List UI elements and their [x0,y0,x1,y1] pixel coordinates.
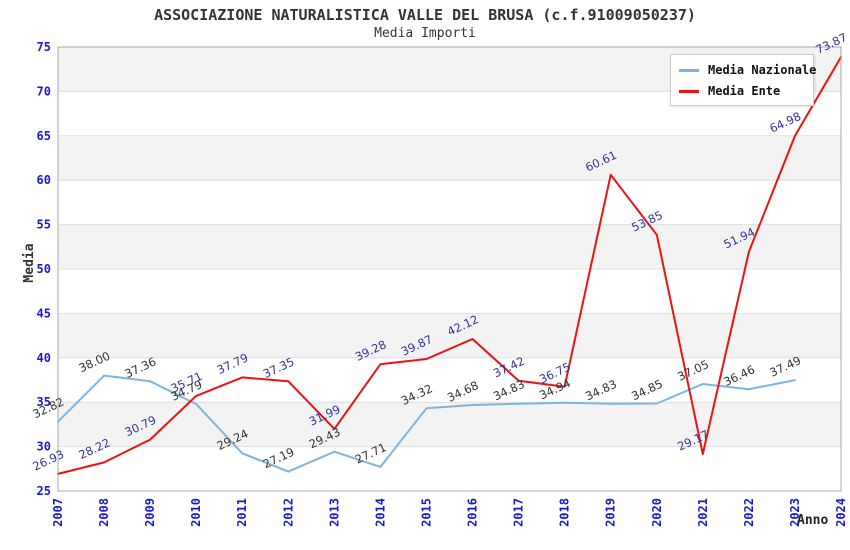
y-tick-label: 35 [37,395,51,409]
x-tick-label: 2011 [235,498,249,527]
plot-band [58,135,841,181]
y-tick-label: 70 [37,84,51,98]
x-tick-label: 2020 [650,498,664,527]
legend-item-media-nazionale: Media Nazionale [679,63,816,77]
x-tick-label: 2022 [742,498,756,527]
x-tick-label: 2009 [143,498,157,527]
x-tick-label: 2014 [373,498,387,527]
legend-swatch-ente [679,89,699,93]
legend: Media Nazionale Media Ente [670,54,816,106]
x-axis-title: Anno [797,513,829,528]
series-line-media-nazionale [57,374,796,473]
plot-band [58,269,841,314]
plot-border [57,46,842,492]
y-tick-label: 30 [37,440,51,454]
y-axis-title: Media [22,243,37,283]
x-tick-label: 2024 [834,498,848,527]
y-tick-label: 50 [37,262,51,276]
x-tick-label: 2010 [189,498,203,527]
y-tick-label: 75 [37,40,51,54]
plot-band [58,224,841,269]
x-tick-label: 2016 [466,498,480,527]
y-tick-label: 45 [37,306,51,320]
x-tick-label: 2017 [512,498,526,527]
plot-band [58,446,841,491]
x-tick-label: 2013 [327,498,341,527]
x-tick-label: 2021 [696,498,710,527]
chart-subtitle: Media Importi [374,26,476,41]
legend-swatch-nazionale [679,68,699,72]
y-tick-label: 25 [37,484,51,498]
x-tick-label: 2012 [281,498,295,527]
plot-band [58,180,841,225]
legend-label-nazionale: Media Nazionale [708,63,817,77]
x-tick-label: 2008 [97,498,111,527]
y-tick-label: 60 [37,173,51,187]
y-tick-label: 65 [37,129,51,143]
plot-band [58,402,841,447]
chart-title: ASSOCIAZIONE NATURALISTICA VALLE DEL BRU… [154,6,696,24]
plot-band [58,357,841,403]
y-tick-label: 40 [37,351,51,365]
legend-item-media-ente: Media Ente [679,84,805,98]
x-tick-label: 2018 [558,498,572,527]
x-tick-label: 2019 [604,498,618,527]
series-line-media-ente [57,56,842,475]
legend-label-ente: Media Ente [708,84,781,98]
x-tick-label: 2015 [419,498,433,527]
x-tick-label: 2007 [51,498,65,527]
x-tick-label: 2023 [788,498,802,527]
y-tick-label: 55 [37,218,51,232]
plot-band [58,313,841,358]
